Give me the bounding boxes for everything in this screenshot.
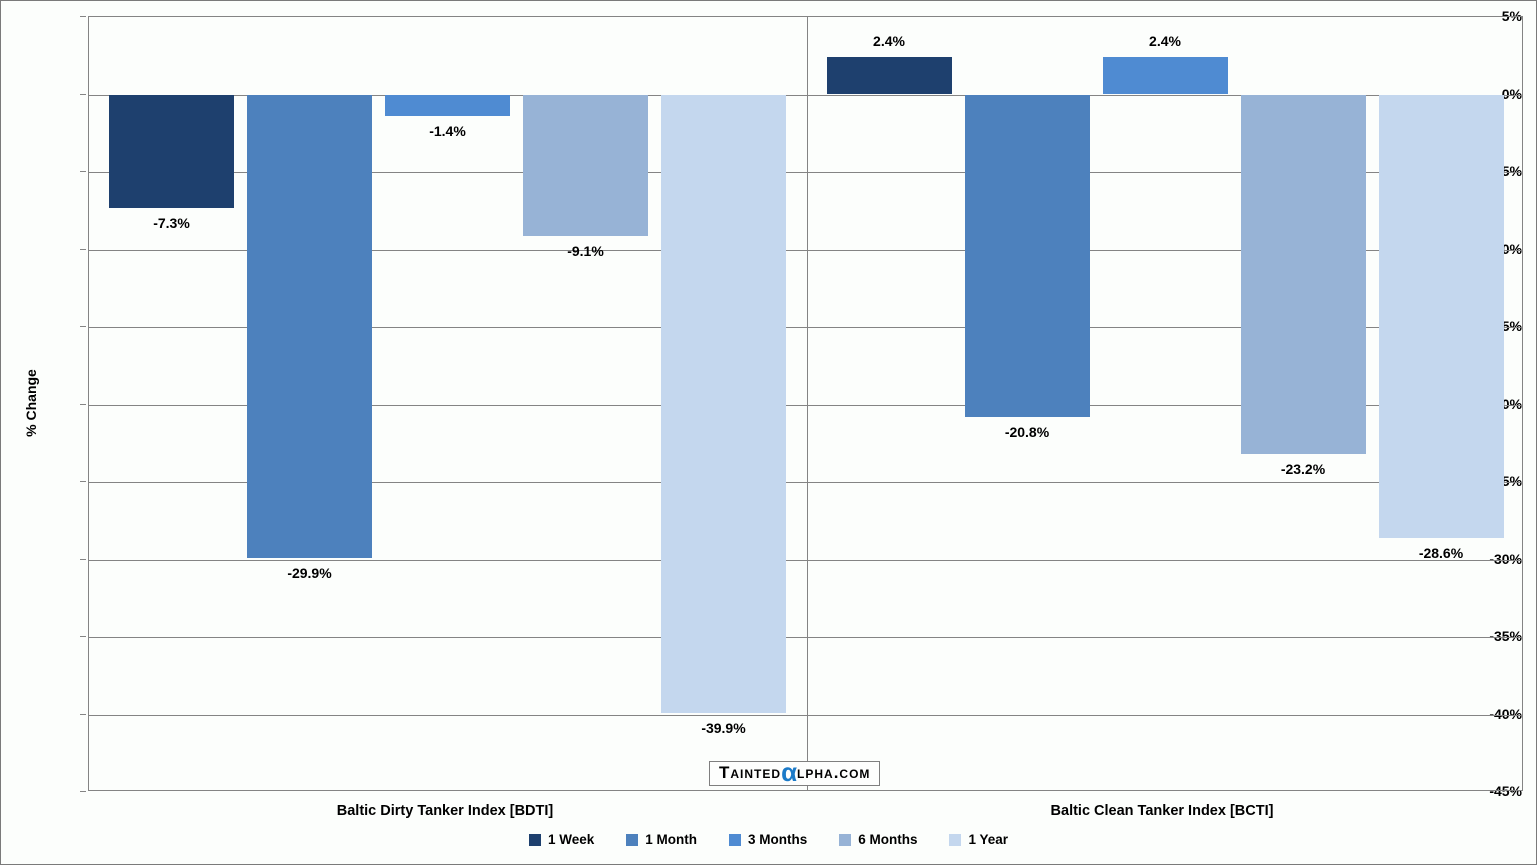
bar-value-label: -7.3% [153, 214, 190, 231]
legend-swatch [839, 833, 852, 846]
gridline [89, 327, 1522, 328]
legend-item-6-months: 6 Months [839, 832, 917, 847]
legend-swatch [528, 833, 541, 846]
legend-label: 1 Month [645, 832, 697, 847]
gridline [89, 637, 1522, 638]
bar-1-week [826, 57, 952, 95]
bar-value-label: -1.4% [429, 123, 466, 140]
gridline [89, 404, 1522, 406]
legend-swatch [728, 833, 741, 846]
y-tick-mark [80, 791, 86, 792]
y-tick-label: -45% [1489, 783, 1522, 799]
bar-1-month [964, 94, 1090, 417]
bar-value-label: -20.8% [1004, 423, 1050, 440]
gridline [89, 559, 1522, 561]
y-tick-mark [80, 481, 86, 482]
legend-label: 6 Months [858, 832, 918, 847]
bar-1-month [247, 94, 372, 558]
alpha-glyph: α [781, 757, 798, 787]
y-tick-mark [80, 558, 86, 560]
bar-value-label: 2.4% [1149, 33, 1181, 50]
category-label-bcti: Baltic Clean Tanker Index [BCTI] [1050, 803, 1274, 819]
category-label-bdti: Baltic Dirty Tanker Index [BDTI] [336, 803, 554, 819]
legend-label: 1 Week [547, 832, 595, 847]
bar-value-label: -9.1% [567, 242, 604, 259]
y-tick-mark [80, 636, 86, 637]
watermark-text-pre: Tainted [719, 763, 782, 782]
bar-1-year [661, 94, 786, 713]
y-tick-mark [80, 171, 86, 172]
y-tick-label: -35% [1489, 628, 1522, 644]
bar-value-label: -28.6% [1418, 544, 1464, 561]
bar-3-months [385, 94, 510, 117]
gridline [89, 249, 1522, 251]
y-tick-mark [80, 713, 86, 715]
y-axis-title: % Change [23, 369, 39, 437]
bar-value-label: -39.9% [701, 719, 746, 736]
y-tick-mark [80, 326, 86, 327]
legend-item-1-year: 1 Year [949, 832, 1008, 847]
y-tick-mark [80, 403, 86, 405]
plot-area: -7.3% 2.4% -29.9% -20.8% -1.4% 2.4% -9.1% -23.2… [88, 16, 1523, 791]
gridline [89, 714, 1522, 716]
bar-1-year [1378, 94, 1504, 538]
bar-value-label: -29.9% [287, 564, 332, 581]
y-tick-mark [80, 248, 86, 250]
legend-item-3-months: 3 Months [728, 832, 808, 847]
legend-label: 1 Year [968, 832, 1009, 847]
legend-swatch [626, 833, 639, 846]
bar-6-months [1240, 94, 1366, 455]
y-tick-mark [80, 16, 86, 17]
y-tick-mark [80, 93, 86, 95]
bar-6-months [523, 94, 648, 236]
y-tick-label: -30% [1489, 550, 1522, 567]
bar-1-week [109, 94, 234, 208]
bar-value-label: 2.4% [873, 33, 905, 50]
category-divider [806, 17, 808, 790]
bar-value-label: -23.2% [1280, 461, 1326, 478]
legend-swatch [949, 833, 962, 846]
bar-3-months [1102, 57, 1228, 95]
gridline [89, 94, 1522, 96]
y-tick-label: -40% [1489, 705, 1522, 722]
gridline [89, 172, 1522, 173]
gridline [89, 482, 1522, 483]
legend-item-1-week: 1 Week [528, 832, 595, 847]
watermark-text-post: lpha.com [797, 763, 871, 782]
watermark-logo: Taintedαlpha.com [709, 759, 881, 786]
y-tick-label: 0% [1501, 85, 1522, 102]
legend: 1 Week 1 Month 3 Months 6 Months 1 Year [1, 832, 1536, 847]
legend-label: 3 Months [747, 832, 808, 847]
legend-item-1-month: 1 Month [626, 832, 697, 847]
